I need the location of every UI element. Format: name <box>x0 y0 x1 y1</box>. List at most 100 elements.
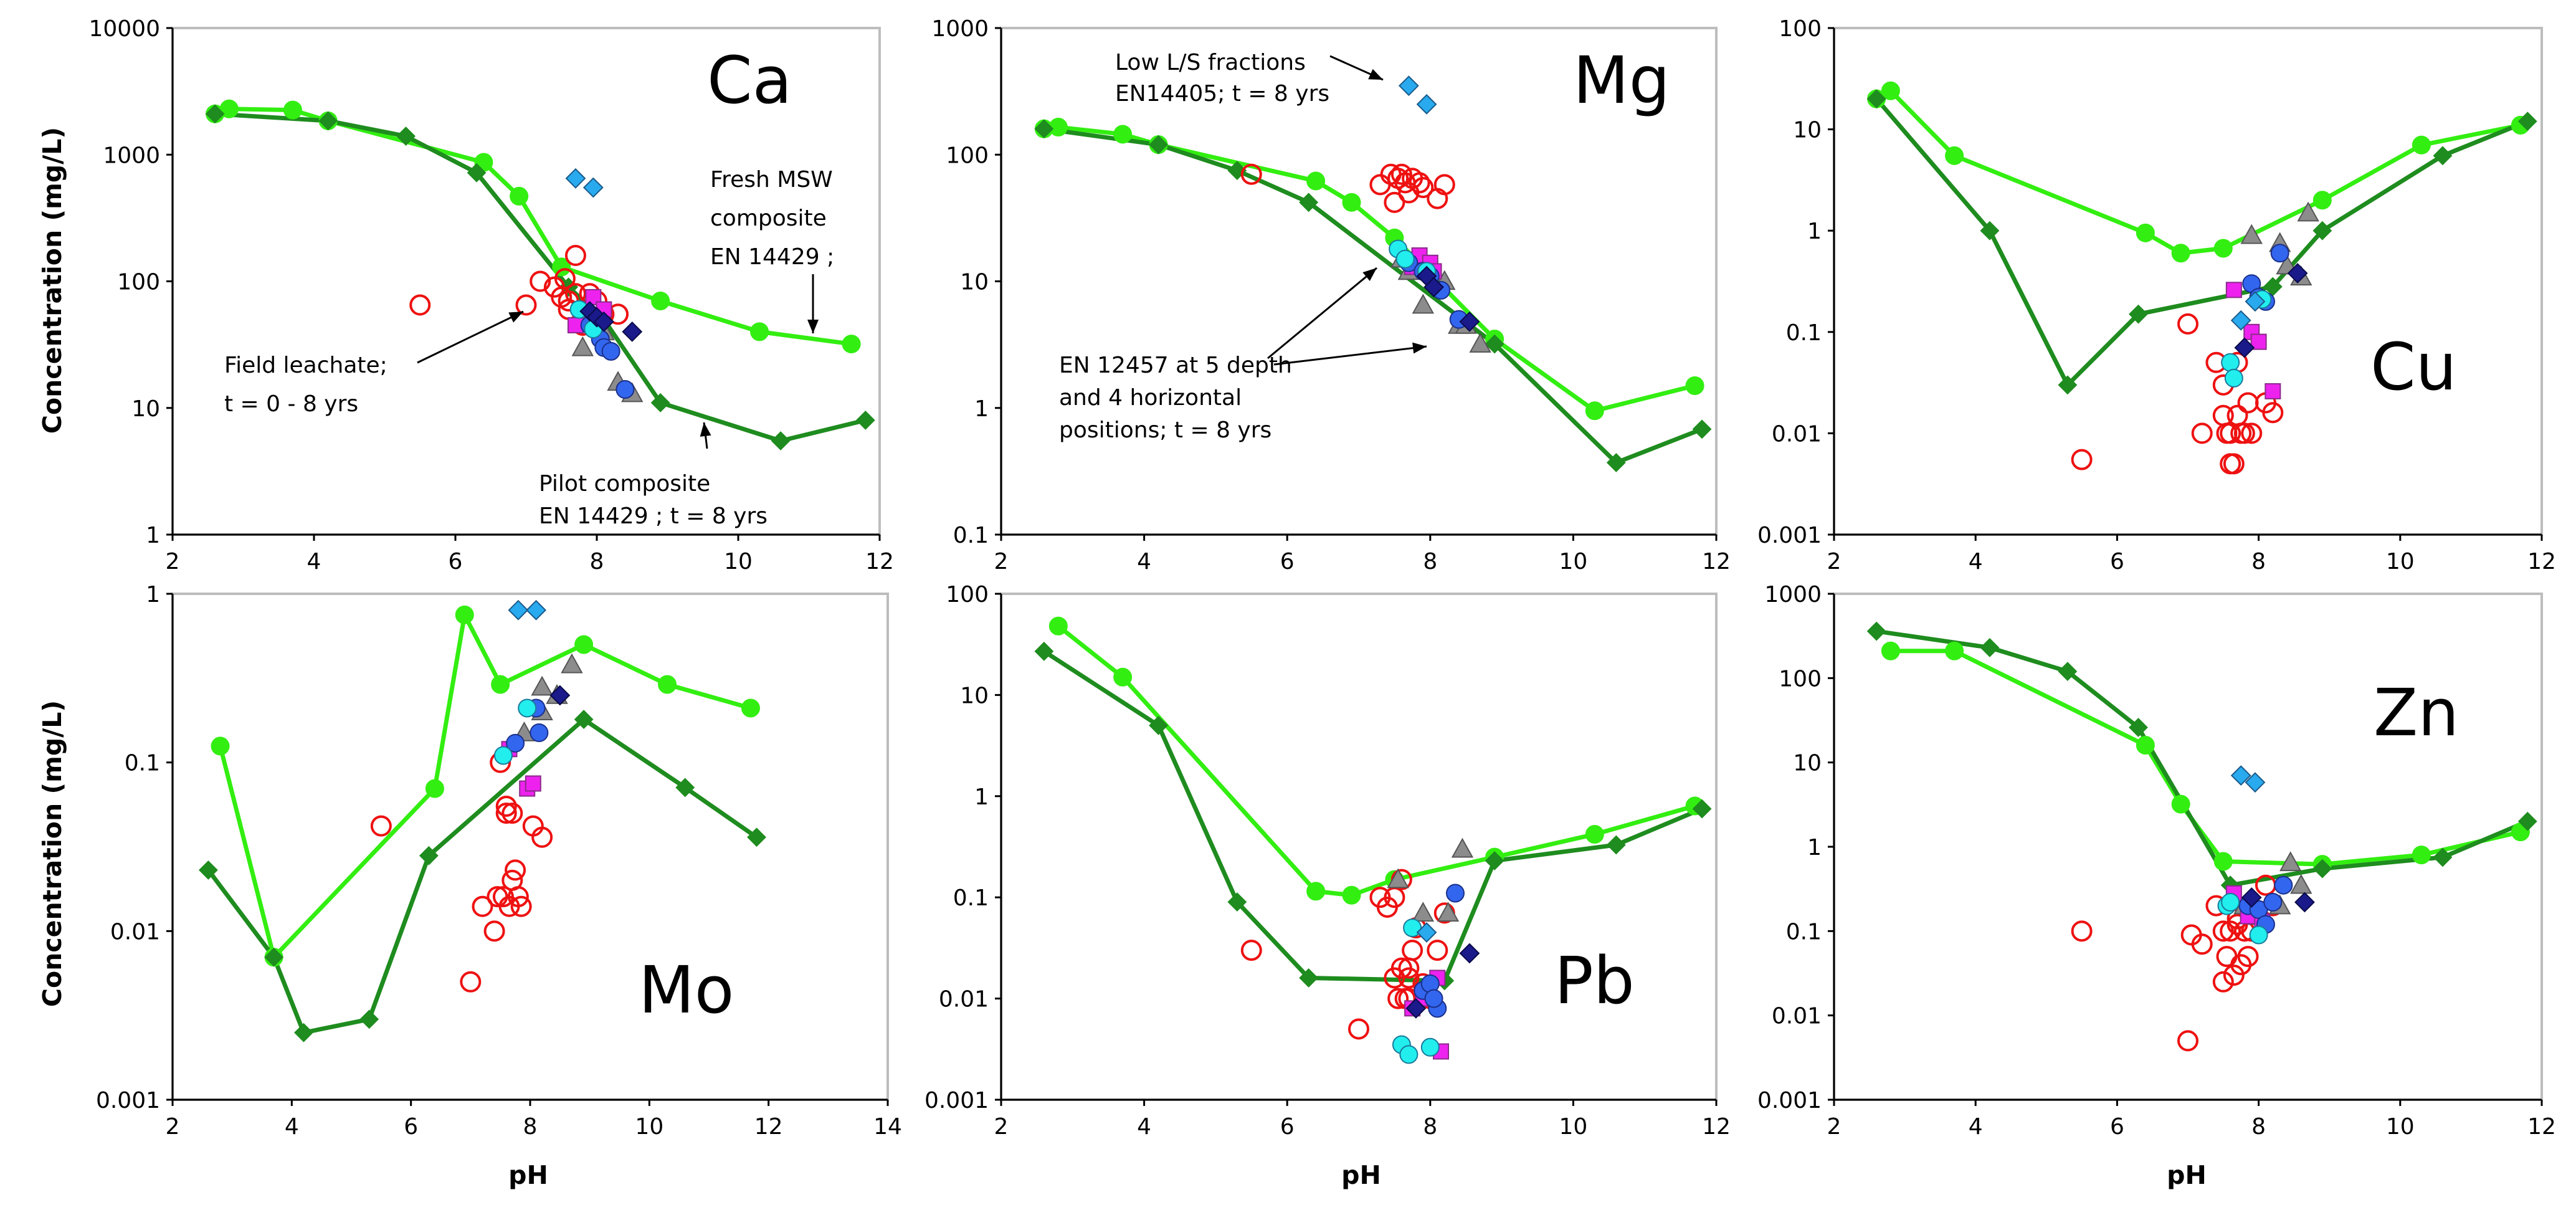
x-tick-label: 4 <box>285 1114 299 1140</box>
data-point-dark-line <box>2433 847 2453 867</box>
data-point-red-circle <box>1240 163 1262 185</box>
data-point-dark-line <box>396 126 416 146</box>
y-tick-label: 10 <box>1793 118 1822 143</box>
data-point-light-line <box>425 779 444 798</box>
data-point-dark-line <box>1866 621 1886 641</box>
data-point-red-circle <box>1387 988 1409 1009</box>
x-tick-label: 8 <box>2251 1114 2266 1140</box>
x-tick-label: 4 <box>1969 1114 1983 1140</box>
y-tick-label: 100 <box>1779 666 1822 692</box>
y-tick-label: 0.01 <box>1772 421 1822 447</box>
data-point-dark-line <box>650 393 670 412</box>
arrow-head <box>508 312 523 323</box>
data-point-red-circle <box>495 803 517 824</box>
y-tick-label: 1 <box>1807 835 1822 860</box>
annotation-field-leachate-2: t = 0 - 8 yrs <box>224 391 358 417</box>
annotation-fresh-msw-2: composite <box>710 206 827 231</box>
arrow-head <box>700 422 711 437</box>
panel-cu: 2 4 6 8 10 12 0.001 0.01 0.1 1 10 100 <box>1757 16 2556 574</box>
data-point-red-circle <box>2241 422 2263 444</box>
data-point-navy-diamond <box>1459 311 1480 332</box>
data-point-navy-diamond <box>2234 337 2255 358</box>
annotation-low-ls-1: Low L/S fractions <box>1115 50 1306 75</box>
x-tick-label: 6 <box>449 549 463 574</box>
data-point-dark-line <box>2312 859 2332 879</box>
annotation-en12457-3: positions; t = 8 yrs <box>1059 417 1271 443</box>
plot-area <box>1833 27 2543 536</box>
data-point-light-line <box>1048 616 1068 636</box>
x-tick-label: 2 <box>1827 549 1842 574</box>
y-tick-label: 10 <box>960 270 989 295</box>
data-point-light-line <box>1342 193 1361 212</box>
data-point-dark-line <box>1980 221 2000 241</box>
y-tick-label: 1000 <box>1764 582 1822 608</box>
x-tick-label: 10 <box>2386 549 2415 574</box>
data-point-dark-line <box>198 860 218 880</box>
arrow-head <box>1412 342 1427 354</box>
x-tick-label: 10 <box>724 549 753 574</box>
x-tick-label: 10 <box>2386 1114 2415 1140</box>
data-point-light-line <box>1585 401 1604 421</box>
y-tick-label: 100 <box>946 582 989 608</box>
data-point-red-circle <box>564 245 586 267</box>
data-point-dark-line <box>771 431 791 450</box>
y-axis-title-top: Concentration (mg/L) <box>37 127 67 434</box>
data-point-cyan-circle <box>518 698 537 718</box>
data-point-light-line <box>491 675 510 694</box>
data-point-dark-line <box>1980 637 2000 657</box>
x-tick-label: 10 <box>635 1114 663 1140</box>
x-tick-label: 8 <box>1423 549 1437 574</box>
x-tick-label: 14 <box>873 1114 902 1140</box>
data-point-sky-diamond <box>1416 93 1437 115</box>
data-point-dark-line <box>294 1022 313 1042</box>
data-point-sky-diamond <box>1416 922 1437 943</box>
data-point-navy-diamond <box>1459 943 1480 964</box>
data-point-navy-diamond <box>2241 887 2262 908</box>
data-point-light-line <box>658 675 677 694</box>
y-tick-label: 1 <box>1807 219 1822 244</box>
data-point-light-line <box>2171 244 2190 263</box>
data-point-sky-diamond <box>508 599 529 621</box>
data-point-light-line <box>2312 191 2332 210</box>
y-tick-label: 100 <box>117 270 160 295</box>
series-line-light-line <box>218 612 751 960</box>
y-tick-label: 0.1 <box>1786 919 1822 945</box>
element-label-pb: Pb <box>1554 943 1635 1019</box>
data-point-light-line <box>1685 376 1704 395</box>
data-point-red-circle <box>531 826 553 848</box>
y-tick-label: 0.001 <box>1757 1088 1822 1113</box>
data-point-light-line <box>2136 736 2155 755</box>
x-tick-label: 4 <box>1137 549 1151 574</box>
data-point-navy-diamond <box>2287 263 2308 284</box>
data-point-light-line <box>2136 223 2155 242</box>
data-point-blue-circle <box>601 341 620 361</box>
series-line-dark-line <box>1875 97 2529 388</box>
data-point-red-circle <box>2071 920 2093 942</box>
x-tick-label: 12 <box>865 549 894 574</box>
element-label-zn: Zn <box>2374 675 2459 751</box>
data-point-red-circle <box>2177 1030 2198 1052</box>
data-point-cyan-circle <box>493 746 513 765</box>
data-point-dark-line <box>1034 119 1054 139</box>
annotation-pilot-composite-1: Pilot composite <box>539 471 710 497</box>
data-point-gray-triangle <box>2279 851 2302 872</box>
data-point-navy-diamond <box>1423 277 1444 298</box>
data-point-red-circle <box>2212 971 2234 993</box>
data-point-dark-line <box>2517 112 2537 131</box>
data-point-light-line <box>1585 824 1604 844</box>
y-tick-label: 0.01 <box>110 919 160 945</box>
x-tick-label: 12 <box>2527 549 2556 574</box>
x-tick-label: 8 <box>590 549 604 574</box>
data-point-light-line <box>1881 641 1900 660</box>
element-label-mg: Mg <box>1573 42 1670 118</box>
data-point-blue-circle <box>2263 892 2283 912</box>
data-point-red-circle <box>1348 1018 1369 1040</box>
x-tick-label: 4 <box>1137 1114 1151 1140</box>
data-point-red-circle <box>501 803 523 824</box>
data-point-cyan-circle <box>2221 892 2240 912</box>
data-point-red-circle <box>2191 422 2213 444</box>
data-point-dark-line <box>1692 799 1712 819</box>
series-line-light-line <box>214 107 852 346</box>
data-point-light-line <box>211 736 230 756</box>
data-point-light-line <box>1048 118 1068 137</box>
